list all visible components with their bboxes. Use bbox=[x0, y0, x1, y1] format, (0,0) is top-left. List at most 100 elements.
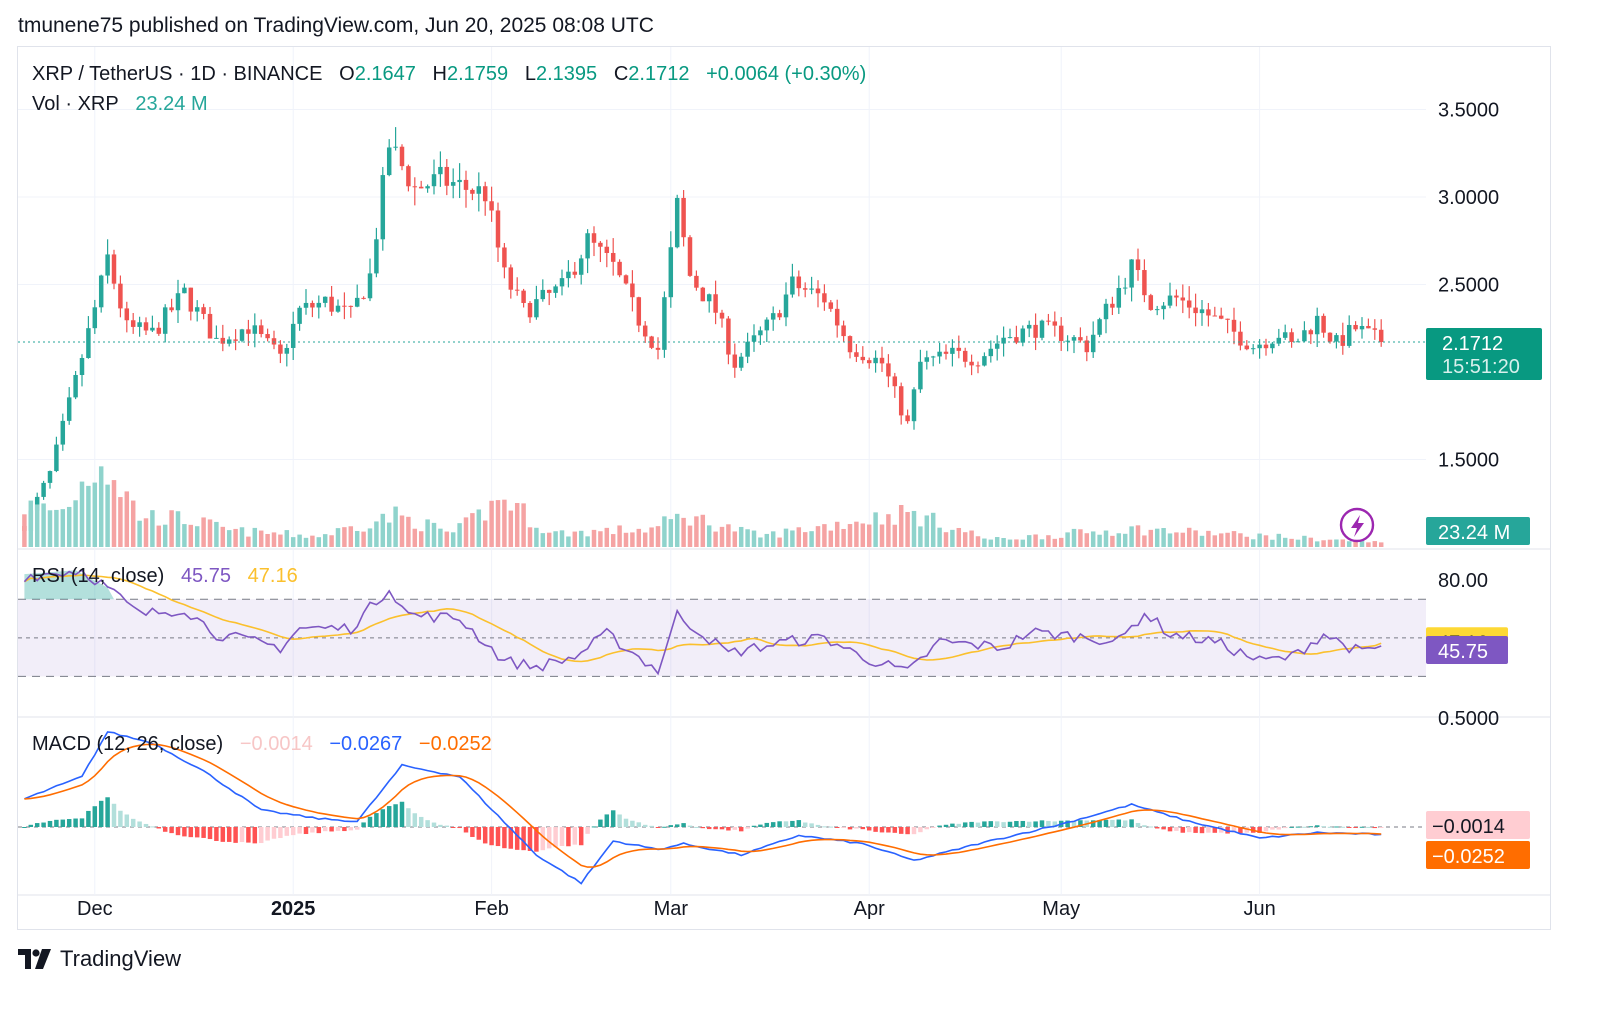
candle-body[interactable] bbox=[700, 287, 706, 302]
candle-body[interactable] bbox=[495, 210, 501, 248]
candle-body[interactable] bbox=[1212, 315, 1218, 317]
rsi-label[interactable]: RSI (14, close) bbox=[32, 565, 165, 587]
candle-body[interactable] bbox=[470, 189, 475, 194]
candle-body[interactable] bbox=[572, 271, 578, 275]
candle-body[interactable] bbox=[604, 246, 610, 253]
candle-body[interactable] bbox=[834, 308, 840, 326]
candle-body[interactable] bbox=[1353, 324, 1358, 330]
chart-svg[interactable]: Dec 2025 Feb Mar Apr May Jun 3.5000 3.0000 2.5000… bbox=[18, 47, 1550, 929]
candle-body[interactable] bbox=[1276, 337, 1282, 344]
candle-body[interactable] bbox=[1308, 330, 1314, 335]
lightning-icon[interactable] bbox=[1339, 507, 1375, 543]
candle-body[interactable] bbox=[137, 322, 142, 327]
candle-body[interactable] bbox=[988, 348, 994, 357]
symbol-pair[interactable]: XRP / TetherUS · 1D · BINANCE bbox=[32, 63, 323, 85]
candle-body[interactable] bbox=[73, 374, 78, 398]
candle-body[interactable] bbox=[143, 322, 149, 331]
candle-body[interactable] bbox=[182, 287, 187, 294]
candle-body[interactable] bbox=[585, 233, 590, 259]
rsi-pane[interactable] bbox=[18, 568, 1426, 677]
candle-body[interactable] bbox=[265, 334, 270, 339]
candle-body[interactable] bbox=[886, 363, 891, 377]
candle-body[interactable] bbox=[322, 296, 328, 303]
candle-body[interactable] bbox=[790, 276, 795, 295]
candle-body[interactable] bbox=[1250, 348, 1256, 350]
candle-body[interactable] bbox=[1154, 309, 1160, 311]
candle-body[interactable] bbox=[284, 347, 290, 354]
candle-body[interactable] bbox=[1110, 303, 1115, 308]
candle-body[interactable] bbox=[111, 254, 117, 284]
candle-body[interactable] bbox=[943, 351, 949, 354]
candle-body[interactable] bbox=[649, 336, 654, 348]
candle-body[interactable] bbox=[674, 197, 680, 248]
candle-body[interactable] bbox=[367, 273, 373, 299]
candle-body[interactable] bbox=[374, 239, 379, 274]
candle-body[interactable] bbox=[623, 275, 629, 284]
candle-body[interactable] bbox=[815, 288, 821, 294]
candle-body[interactable] bbox=[54, 444, 59, 472]
candle-body[interactable] bbox=[258, 325, 264, 335]
candle-body[interactable] bbox=[1174, 295, 1179, 298]
candle-body[interactable] bbox=[105, 254, 110, 276]
candle-body[interactable] bbox=[930, 356, 936, 358]
candle-body[interactable] bbox=[1346, 324, 1352, 346]
candle-body[interactable] bbox=[924, 357, 930, 362]
candle-body[interactable] bbox=[406, 166, 411, 187]
candle-body[interactable] bbox=[898, 386, 904, 416]
candle-body[interactable] bbox=[457, 179, 462, 183]
candle-body[interactable] bbox=[130, 320, 136, 327]
candle-body[interactable] bbox=[796, 276, 802, 289]
candle-body[interactable] bbox=[86, 328, 91, 358]
candle-body[interactable] bbox=[745, 341, 750, 357]
candle-body[interactable] bbox=[34, 496, 40, 511]
candle-body[interactable] bbox=[975, 365, 981, 367]
candle-body[interactable] bbox=[598, 242, 603, 247]
candle-body[interactable] bbox=[578, 258, 584, 275]
candle-body[interactable] bbox=[361, 297, 366, 299]
tradingview-logo[interactable]: TradingView bbox=[18, 946, 181, 972]
candle-body[interactable] bbox=[636, 297, 642, 326]
candle-body[interactable] bbox=[393, 146, 398, 148]
candle-body[interactable] bbox=[1148, 295, 1154, 310]
candle-body[interactable] bbox=[335, 305, 341, 312]
candle-body[interactable] bbox=[297, 307, 302, 324]
candle-body[interactable] bbox=[201, 307, 206, 314]
candle-body[interactable] bbox=[706, 294, 712, 302]
candle-body[interactable] bbox=[1007, 337, 1013, 339]
candle-body[interactable] bbox=[438, 166, 443, 175]
candle-body[interactable] bbox=[1020, 328, 1026, 343]
candle-body[interactable] bbox=[726, 318, 731, 355]
candle-body[interactable] bbox=[1135, 259, 1141, 271]
candle-body[interactable] bbox=[1103, 303, 1109, 320]
candle-body[interactable] bbox=[310, 302, 315, 308]
macd-label[interactable]: MACD (12, 26, close) bbox=[32, 733, 224, 755]
candle-body[interactable] bbox=[738, 356, 744, 368]
candle-body[interactable] bbox=[169, 307, 174, 311]
candle-body[interactable] bbox=[502, 247, 507, 268]
candle-body[interactable] bbox=[1142, 270, 1147, 296]
candle-body[interactable] bbox=[694, 275, 699, 288]
candle-body[interactable] bbox=[1218, 315, 1224, 319]
candle-body[interactable] bbox=[476, 186, 482, 194]
chart-area[interactable]: Dec 2025 Feb Mar Apr May Jun 3.5000 3.0000 2.5000… bbox=[17, 46, 1551, 930]
candle-body[interactable] bbox=[290, 323, 296, 348]
candle-body[interactable] bbox=[399, 146, 405, 167]
candle-body[interactable] bbox=[98, 275, 104, 308]
candle-body[interactable] bbox=[860, 356, 866, 361]
candle-body[interactable] bbox=[719, 312, 725, 319]
candle-body[interactable] bbox=[1372, 328, 1378, 330]
candle-body[interactable] bbox=[1359, 326, 1365, 330]
candle-body[interactable] bbox=[1186, 300, 1192, 308]
candle-body[interactable] bbox=[591, 233, 597, 243]
candle-body[interactable] bbox=[1225, 318, 1230, 320]
candle-body[interactable] bbox=[1302, 330, 1307, 342]
rsi-ma-line[interactable] bbox=[24, 574, 1382, 663]
candle-body[interactable] bbox=[60, 420, 66, 445]
candle-body[interactable] bbox=[1257, 344, 1262, 349]
candle-body[interactable] bbox=[1366, 326, 1371, 329]
candle-body[interactable] bbox=[233, 339, 238, 341]
candle-body[interactable] bbox=[956, 347, 962, 351]
candle-body[interactable] bbox=[482, 186, 488, 202]
candle-body[interactable] bbox=[418, 186, 424, 189]
candle-body[interactable] bbox=[66, 397, 72, 421]
